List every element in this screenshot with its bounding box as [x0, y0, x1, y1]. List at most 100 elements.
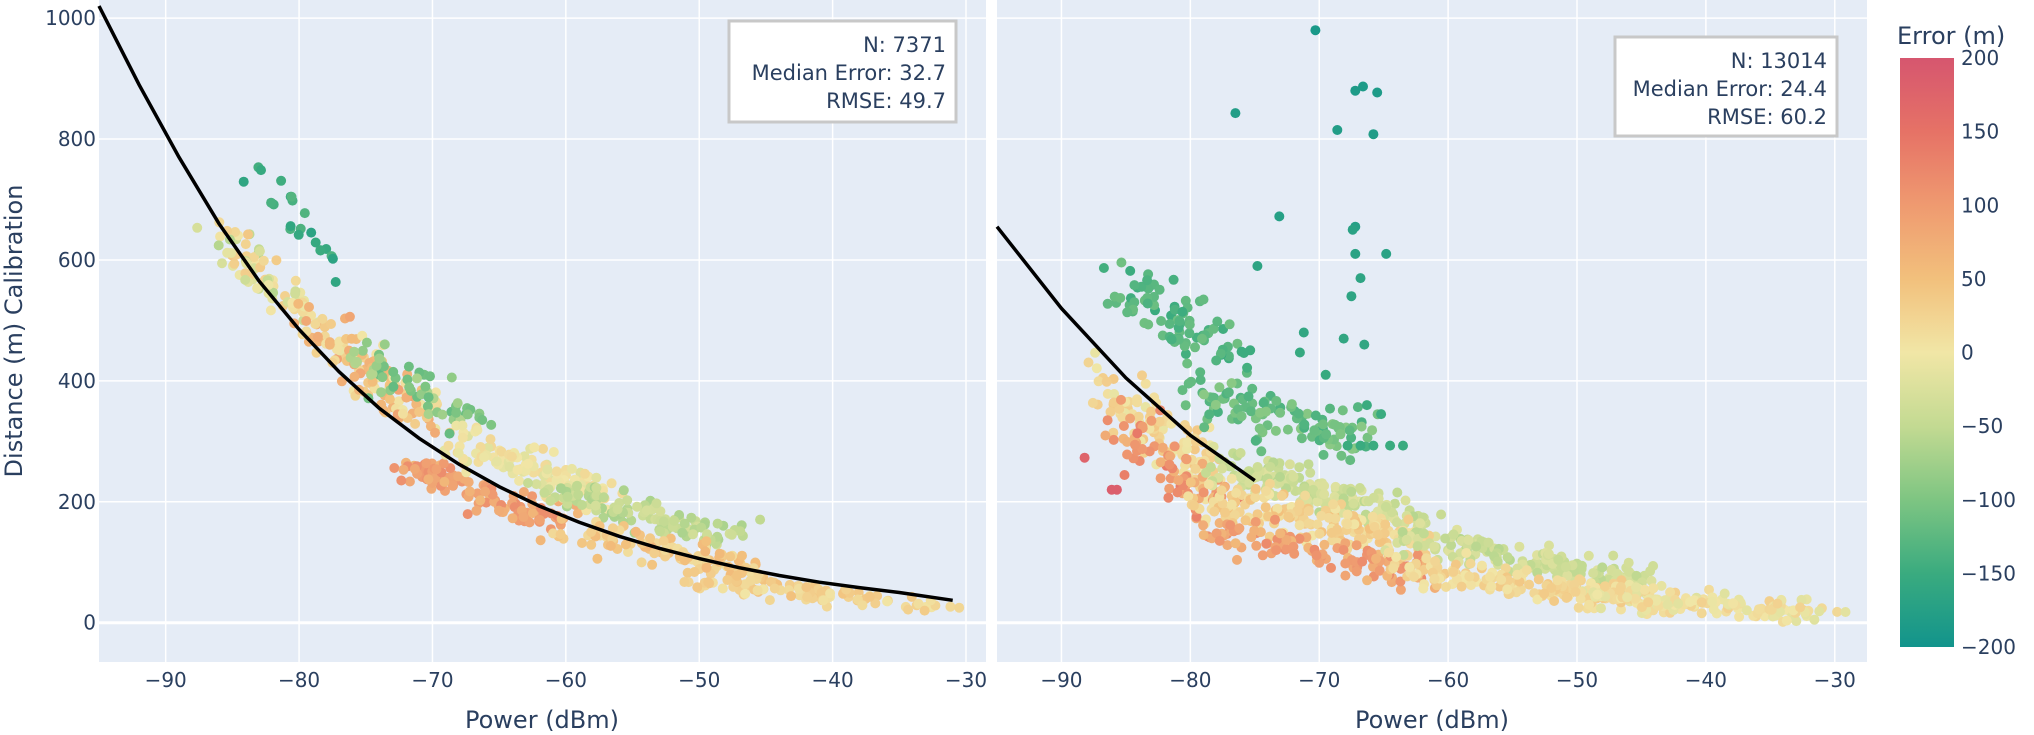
x-tick-label: −90	[1040, 668, 1082, 692]
scatter-point	[1262, 420, 1273, 431]
scatter-point	[464, 486, 475, 497]
scatter-point	[1133, 411, 1144, 422]
scatter-point	[293, 229, 304, 240]
scatter-point	[1430, 556, 1441, 567]
scatter-point	[1116, 257, 1127, 268]
scatter-point	[1340, 558, 1351, 569]
x-tick-label: −80	[278, 668, 320, 692]
scatter-point	[622, 495, 633, 506]
scatter-point	[1448, 566, 1459, 577]
scatter-point	[523, 458, 534, 469]
scatter-point	[586, 539, 597, 550]
scatter-point	[1336, 450, 1347, 461]
scatter-point	[1275, 407, 1286, 418]
left-stats-box: N: 7371 Median Error: 32.7 RMSE: 49.7	[727, 19, 958, 124]
scatter-point	[551, 466, 562, 477]
scatter-point	[317, 313, 328, 324]
scatter-point	[1639, 584, 1650, 595]
scatter-point	[422, 401, 433, 412]
scatter-point	[1156, 316, 1167, 326]
y-tick-label: 400	[58, 369, 96, 393]
scatter-point	[1079, 452, 1090, 463]
scatter-point	[1354, 483, 1365, 493]
scatter-point	[1209, 506, 1220, 517]
scatter-point	[1368, 440, 1379, 451]
scatter-point	[1342, 509, 1353, 520]
scatter-point	[682, 567, 693, 578]
scatter-point	[393, 396, 404, 407]
scatter-point	[1584, 599, 1595, 610]
scatter-point	[463, 477, 474, 488]
scatter-point	[379, 339, 390, 350]
scatter-point	[1665, 587, 1676, 598]
scatter-point	[444, 428, 455, 439]
scatter-point	[1398, 440, 1408, 451]
y-tick-label: 0	[83, 611, 96, 635]
scatter-point	[512, 464, 523, 475]
scatter-point	[562, 491, 573, 502]
scatter-point	[786, 591, 797, 602]
scatter-point	[1195, 375, 1206, 385]
scatter-point	[1309, 425, 1320, 436]
scatter-point	[1270, 425, 1281, 436]
scatter-point	[367, 369, 378, 379]
scatter-point	[1234, 523, 1245, 534]
scatter-point	[439, 476, 450, 487]
scatter-point	[577, 500, 587, 510]
scatter-point	[1129, 280, 1140, 291]
scatter-point	[1223, 351, 1234, 361]
scatter-point	[1608, 550, 1619, 561]
scatter-point	[591, 482, 602, 493]
scatter-point	[714, 548, 725, 559]
scatter-point	[1348, 498, 1359, 509]
scatter-point	[1230, 538, 1241, 549]
scatter-point	[1753, 604, 1764, 615]
scatter-point	[192, 222, 203, 233]
scatter-point	[1622, 592, 1633, 603]
scatter-point	[1299, 419, 1310, 430]
scatter-point	[825, 588, 836, 599]
scatter-point	[286, 191, 297, 202]
scatter-point	[1318, 419, 1329, 430]
scatter-point	[1319, 489, 1330, 500]
scatter-point	[1275, 528, 1286, 539]
scatter-point	[1289, 548, 1300, 559]
scatter-point	[1174, 316, 1185, 326]
x-tick-label: −50	[678, 668, 720, 692]
scatter-point	[1293, 408, 1304, 419]
scatter-point	[403, 361, 414, 372]
scatter-point	[1651, 595, 1662, 606]
scatter-point	[506, 451, 517, 462]
left-stat-n: N: 7371	[863, 33, 946, 57]
scatter-point	[1395, 584, 1406, 595]
scatter-point	[1211, 355, 1222, 366]
scatter-point	[431, 464, 442, 475]
scatter-point	[1344, 425, 1355, 436]
scatter-point	[1388, 563, 1399, 574]
scatter-point	[1570, 586, 1581, 597]
scatter-point	[327, 253, 338, 264]
scatter-point	[1261, 538, 1272, 549]
scatter-point	[446, 372, 457, 383]
scatter-point	[1230, 108, 1241, 119]
scatter-point	[1276, 490, 1287, 501]
scatter-point	[1312, 496, 1323, 507]
scatter-point	[655, 506, 666, 517]
scatter-point	[1461, 548, 1472, 558]
scatter-point	[1119, 470, 1130, 480]
scatter-point	[1368, 129, 1379, 140]
scatter-point	[1412, 550, 1423, 560]
scatter-point	[1397, 527, 1408, 537]
right-x-tick-labels: −90 −80 −70 −60 −50 −40 −30	[1040, 668, 1856, 692]
scatter-point	[1483, 537, 1494, 548]
scatter-point	[1180, 400, 1191, 411]
scatter-point	[290, 288, 301, 299]
scatter-point	[409, 464, 420, 474]
scatter-point	[1108, 434, 1119, 445]
scatter-point	[1163, 492, 1174, 503]
scatter-point	[1367, 425, 1378, 436]
scatter-point	[331, 344, 342, 355]
scatter-point	[1334, 422, 1345, 432]
scatter-point	[1477, 560, 1487, 571]
scatter-point	[1708, 604, 1719, 615]
